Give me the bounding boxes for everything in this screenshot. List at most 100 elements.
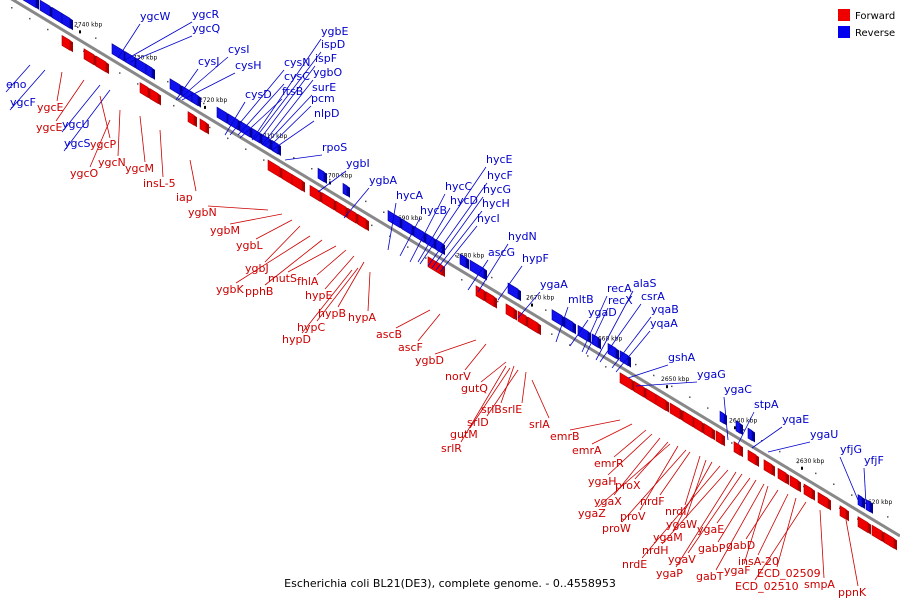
gene-label: hydN	[508, 230, 537, 243]
gene-label: hycD	[450, 194, 478, 207]
gene-leader-line	[124, 21, 193, 61]
tick-label: 2680 kbp	[456, 252, 484, 259]
gene-label: ygbA	[369, 174, 397, 187]
gene-label: ygcE	[37, 101, 64, 114]
reverse-gene	[607, 342, 619, 361]
gene-leader-line	[477, 243, 509, 293]
gene-leader-line	[723, 396, 729, 441]
tick-mark	[666, 385, 668, 389]
gene-leader-line	[237, 83, 285, 136]
gene-leader-line	[395, 309, 431, 329]
gene-leader-line	[672, 461, 713, 532]
gene-label: emrR	[594, 457, 624, 470]
gene-leader-line	[189, 159, 197, 192]
forward-gene	[733, 441, 743, 458]
forward-gene	[527, 316, 541, 336]
forward-gene	[777, 467, 789, 486]
gene-label: srlA	[529, 418, 550, 431]
tick-mark	[204, 105, 206, 109]
gene-leader-line	[9, 69, 46, 111]
scale-dot	[497, 300, 499, 303]
scale-dot	[29, 17, 31, 20]
gene-leader-line	[239, 98, 283, 139]
gene-label: cysH	[235, 59, 262, 72]
gene-label: nrdF	[640, 495, 665, 508]
gene-leader-line	[207, 205, 269, 211]
gene-leader-line	[99, 95, 111, 139]
forward-gene	[357, 213, 369, 232]
scale-dot	[77, 26, 79, 29]
gene-label: srlD	[467, 416, 489, 429]
gene-label: hycI	[477, 212, 500, 225]
gene-leader-line	[661, 469, 729, 545]
reverse-gene	[145, 63, 155, 80]
gene-leader-line	[819, 509, 825, 579]
scale-dot	[383, 211, 385, 214]
gene-label: ygbN	[188, 206, 217, 219]
gene-label: srlR	[441, 442, 462, 455]
scale-dot	[887, 516, 889, 518]
tick-label: 2690 kbp	[394, 215, 422, 222]
gene-leader-line	[235, 235, 311, 284]
gene-label: eno	[6, 78, 27, 91]
scale-dot	[455, 255, 457, 257]
reverse-gene	[435, 239, 445, 256]
gene-leader-line	[255, 219, 293, 240]
legend: Forward Reverse	[838, 9, 895, 39]
gene-leader-line	[531, 379, 550, 419]
scale-dot	[167, 80, 169, 83]
gene-leader-line	[521, 371, 527, 404]
scale-dot	[263, 159, 265, 161]
gene-leader-line	[611, 316, 652, 369]
gene-leader-line	[316, 249, 347, 276]
forward-gene	[703, 422, 715, 441]
gene-leader-line	[343, 187, 370, 219]
scale-dot	[173, 104, 175, 107]
gene-label: ygbO	[313, 66, 342, 79]
gene-label: ygcU	[62, 118, 90, 131]
scale-dot	[815, 472, 817, 475]
gene-label: cysD	[245, 88, 272, 101]
gene-leader-line	[613, 437, 661, 496]
gene-leader-line	[419, 166, 487, 265]
forward-gene	[747, 449, 759, 467]
gene-leader-line	[607, 433, 653, 476]
gene-leader-line	[613, 429, 647, 458]
scale-dot	[47, 28, 49, 31]
forward-gene	[789, 474, 801, 493]
gene-leader-line	[480, 361, 507, 383]
gene-leader-line	[469, 367, 511, 429]
scale-dot	[11, 7, 13, 9]
scale-dot	[209, 126, 211, 129]
gene-leader-line	[317, 170, 347, 193]
gene-label: emrA	[572, 444, 602, 457]
gene-leader-line	[117, 109, 121, 157]
forward-gene	[693, 416, 705, 435]
gene-label: ygaD	[588, 306, 617, 319]
gene-label: gabT	[696, 570, 724, 583]
gene-leader-line	[460, 365, 507, 443]
gene-label: hycA	[396, 189, 424, 202]
gene-leader-line	[751, 426, 783, 449]
scale-dot	[671, 385, 673, 388]
gene-leader-line	[517, 291, 541, 319]
gene-layer	[22, 0, 897, 551]
gene-label: iap	[176, 191, 193, 204]
scale-dot	[731, 442, 733, 444]
reverse-gene	[39, 0, 53, 19]
scale-dot	[689, 396, 691, 398]
gene-leader-line	[117, 23, 141, 59]
reverse-gene	[191, 91, 201, 108]
gene-leader-line	[61, 84, 101, 133]
forward-gene	[839, 505, 849, 522]
gene-label: gshA	[668, 351, 696, 364]
scale-dot	[833, 483, 835, 486]
forward-gene	[309, 184, 323, 204]
gene-label: alaS	[633, 277, 657, 290]
gene-label: ygaE	[697, 523, 724, 536]
gene-label: ygcO	[70, 167, 99, 180]
gene-leader-line	[641, 465, 721, 559]
scale-dot	[371, 224, 373, 227]
